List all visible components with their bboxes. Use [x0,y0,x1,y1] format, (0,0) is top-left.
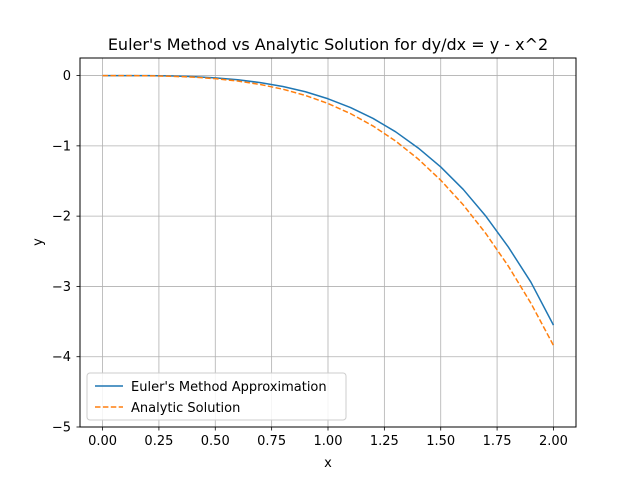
y-tick-label: −2 [52,210,71,225]
y-tick-label: −4 [52,350,71,365]
axis-ticks: 0.00 0.25 0.50 0.75 1.00 1.25 1.50 1.75 2.00 0 −1 −… [52,69,568,449]
x-tick-label: 1.25 [370,434,399,449]
x-tick-label: 1.50 [426,434,455,449]
y-tick-label: −3 [52,280,71,295]
y-tick-label: 0 [63,69,71,84]
x-tick-label: 0.25 [144,434,173,449]
data-series [102,74,555,346]
legend-box [86,372,347,421]
y-tick-label: −5 [52,421,71,436]
analytic-series-line [102,74,555,346]
legend-label-analytic: Analytic Solution [131,401,240,416]
chart-title: Euler's Method vs Analytic Solution for … [108,35,548,54]
x-tick-label: 1.00 [314,434,343,449]
x-tick-label: 0.00 [88,434,117,449]
y-axis-label: y [31,238,46,246]
y-tick-label: −1 [52,139,71,154]
legend: Euler's Method Approximation Analytic So… [86,372,347,421]
x-tick-label: 0.50 [201,434,230,449]
x-tick-label: 2.00 [539,434,568,449]
x-axis-label: x [324,456,332,471]
x-tick-label: 0.75 [257,434,286,449]
x-tick-label: 1.75 [483,434,512,449]
legend-label-euler: Euler's Method Approximation [131,380,327,395]
